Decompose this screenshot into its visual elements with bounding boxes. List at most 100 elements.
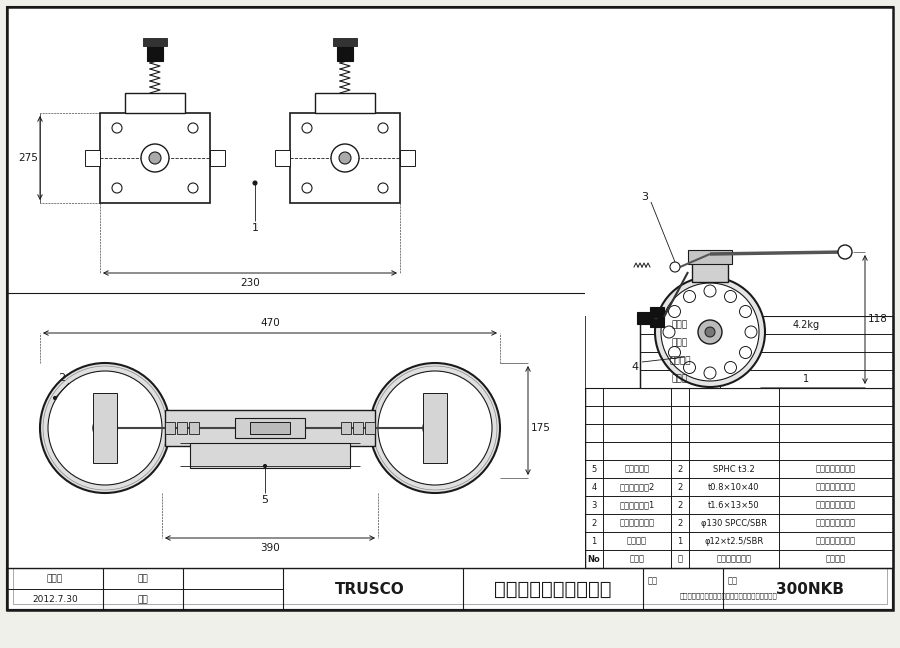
Circle shape <box>141 144 169 172</box>
Text: 品番: 品番 <box>728 576 738 585</box>
Bar <box>290 113 400 203</box>
Circle shape <box>745 326 757 338</box>
Text: 三価クロムメッキ: 三価クロムメッキ <box>816 483 856 491</box>
Text: 自　重: 自 重 <box>672 321 688 329</box>
Text: 118: 118 <box>868 314 888 325</box>
Circle shape <box>670 262 680 272</box>
Text: 390: 390 <box>260 543 280 553</box>
Bar <box>692 260 728 282</box>
Bar <box>250 422 290 434</box>
Circle shape <box>93 416 117 440</box>
Bar <box>85 150 100 166</box>
Circle shape <box>378 123 388 133</box>
Circle shape <box>669 347 680 358</box>
Circle shape <box>378 183 388 193</box>
Circle shape <box>683 290 696 303</box>
Text: 4: 4 <box>632 362 639 372</box>
Text: 4: 4 <box>591 483 597 491</box>
Text: 材質、厚／品番: 材質、厚／品番 <box>716 555 752 564</box>
Text: 積載荷重: 積載荷重 <box>670 356 691 365</box>
Text: 2: 2 <box>678 465 682 474</box>
Text: No: No <box>588 555 600 564</box>
Text: 5: 5 <box>591 465 597 474</box>
Text: トラスコ中山株式会社: トラスコ中山株式会社 <box>494 579 612 599</box>
Circle shape <box>188 183 198 193</box>
Circle shape <box>430 423 440 433</box>
Bar <box>177 422 187 434</box>
Text: 引っ張りバネ1: 引っ張りバネ1 <box>619 500 654 509</box>
Text: 2: 2 <box>58 373 66 383</box>
Bar <box>93 393 117 463</box>
Circle shape <box>40 363 170 493</box>
Bar <box>637 312 657 324</box>
Text: 2: 2 <box>678 483 682 491</box>
Text: ブレーキ部: ブレーキ部 <box>625 465 650 474</box>
Circle shape <box>683 362 696 373</box>
Circle shape <box>339 152 351 164</box>
Text: 品名: 品名 <box>648 576 658 585</box>
Circle shape <box>188 123 198 133</box>
Bar <box>315 93 375 113</box>
Text: 300NKB: 300NKB <box>776 581 844 597</box>
Circle shape <box>661 283 759 381</box>
Circle shape <box>302 123 312 133</box>
Text: 1: 1 <box>804 374 810 384</box>
Circle shape <box>112 123 122 133</box>
Circle shape <box>705 327 715 337</box>
Bar <box>165 422 175 434</box>
Bar <box>7 568 893 610</box>
Text: SPHC t3.2: SPHC t3.2 <box>713 465 755 474</box>
Bar <box>189 422 199 434</box>
Bar <box>640 316 893 388</box>
Text: t1.6×13×50: t1.6×13×50 <box>708 500 760 509</box>
Circle shape <box>704 367 716 379</box>
Text: 青木: 青木 <box>138 595 148 604</box>
Bar <box>365 422 375 434</box>
Circle shape <box>655 277 765 387</box>
Bar <box>337 43 353 61</box>
Bar <box>143 38 167 46</box>
Circle shape <box>378 371 492 485</box>
Text: φ12×t2.5/SBR: φ12×t2.5/SBR <box>705 537 763 546</box>
Text: 1: 1 <box>678 537 682 546</box>
Circle shape <box>370 363 500 493</box>
Circle shape <box>112 183 122 193</box>
Text: 175: 175 <box>531 423 551 433</box>
Text: 2: 2 <box>678 518 682 527</box>
Circle shape <box>302 183 312 193</box>
Bar <box>688 250 732 264</box>
Circle shape <box>740 347 752 358</box>
Circle shape <box>663 326 675 338</box>
Text: TRUSCO: TRUSCO <box>335 581 405 597</box>
Bar <box>400 150 415 166</box>
Circle shape <box>838 245 852 259</box>
Circle shape <box>53 397 57 400</box>
Bar <box>585 7 893 316</box>
Text: 5: 5 <box>262 495 268 505</box>
Bar <box>353 422 363 434</box>
Text: 固定キャスター: 固定キャスター <box>619 518 654 527</box>
Bar <box>210 150 225 166</box>
Circle shape <box>253 181 257 185</box>
Text: ペダル部: ペダル部 <box>627 537 647 546</box>
Text: 引っ張りバネ2: 引っ張りバネ2 <box>619 483 654 491</box>
Bar <box>125 93 185 113</box>
Circle shape <box>669 305 680 318</box>
Circle shape <box>48 371 162 485</box>
Bar <box>100 113 210 203</box>
Bar <box>7 7 585 568</box>
Text: 2: 2 <box>678 500 682 509</box>
Text: 三価クロムメッキ: 三価クロムメッキ <box>816 537 856 546</box>
Text: 三価クロムメッキ: 三価クロムメッキ <box>816 500 856 509</box>
Circle shape <box>704 285 716 297</box>
Bar <box>341 422 351 434</box>
Circle shape <box>149 152 161 164</box>
Circle shape <box>423 416 447 440</box>
Text: 表面処理: 表面処理 <box>826 555 846 564</box>
Text: 1: 1 <box>251 223 258 233</box>
Text: 部品名: 部品名 <box>629 555 644 564</box>
Text: 4.2kg: 4.2kg <box>793 320 820 330</box>
Bar <box>235 418 305 438</box>
Text: 1: 1 <box>591 537 597 546</box>
Text: サイズ: サイズ <box>672 338 688 347</box>
